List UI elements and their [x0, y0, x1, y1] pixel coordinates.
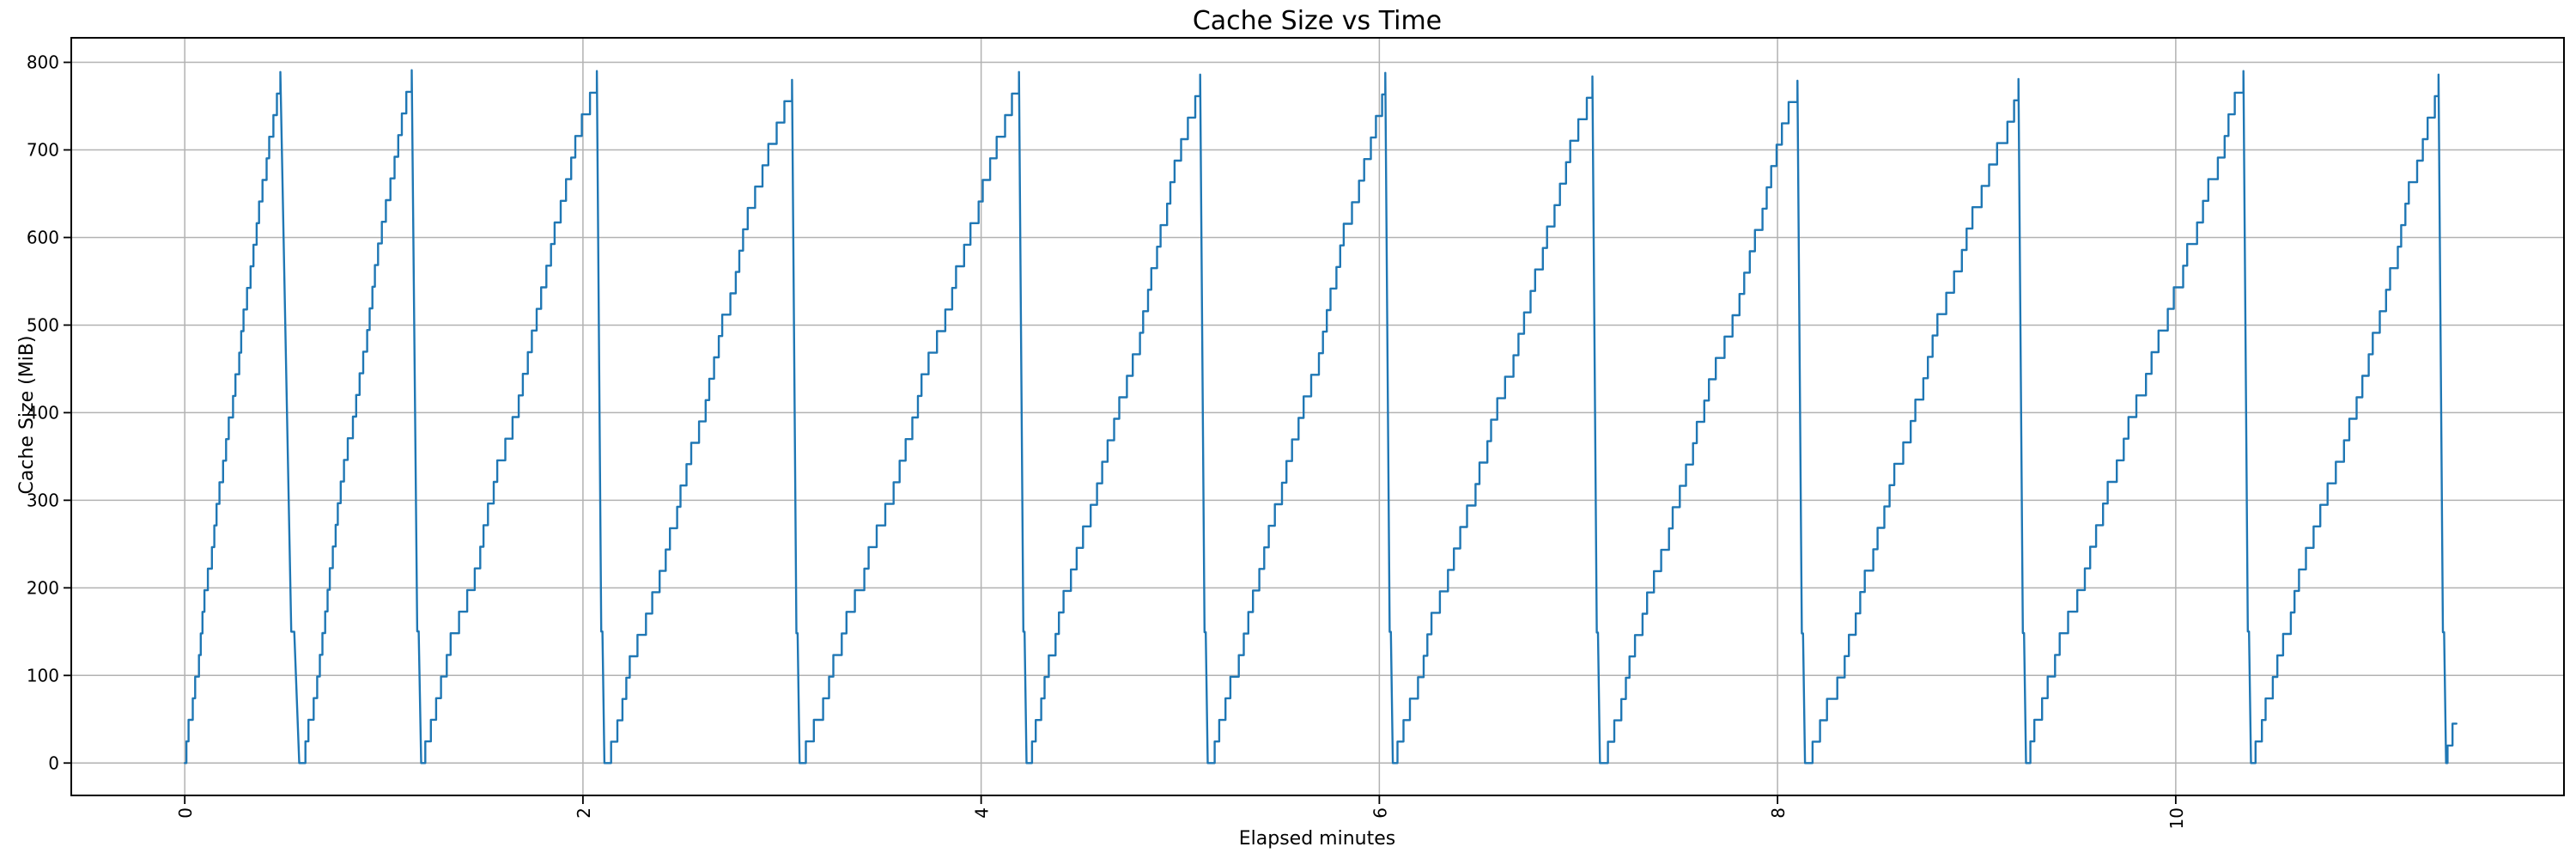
x-tick-label: 6: [1370, 807, 1390, 819]
y-tick-label: 100: [27, 665, 59, 685]
y-tick-label: 200: [27, 577, 59, 598]
series-layer: [184, 69, 2458, 765]
y-tick-label: 0: [48, 752, 59, 773]
y-tick-label: 500: [27, 314, 59, 335]
y-tick-label: 400: [27, 402, 59, 423]
y-tick-label: 700: [27, 140, 59, 161]
x-tick-label: 0: [175, 807, 196, 819]
plot-border: [70, 37, 2565, 796]
grid-layer: [71, 38, 2564, 795]
x-tick-label: 8: [1768, 807, 1789, 819]
y-tick-label: 300: [27, 490, 59, 510]
cache-size-line: [184, 69, 2458, 765]
x-tick-label: 10: [2166, 807, 2187, 829]
tick-layer: 0 100 200 300 400 500 600 700 800 0 2 4 6 8 10: [27, 52, 2187, 830]
x-tick-label: 2: [574, 807, 594, 819]
x-tick-label: 4: [972, 807, 993, 819]
chart-title: Cache Size vs Time: [1193, 6, 1442, 36]
y-tick-label: 800: [27, 52, 59, 73]
x-axis-label: Elapsed minutes: [1239, 828, 1395, 850]
y-axis-label: Cache Size (MiB): [16, 336, 38, 495]
y-tick-label: 600: [27, 227, 59, 247]
